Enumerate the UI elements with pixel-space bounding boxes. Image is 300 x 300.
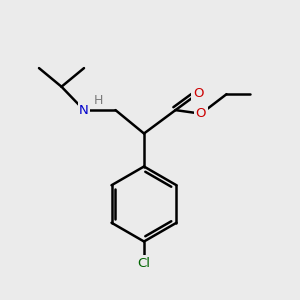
Text: O: O <box>193 87 203 100</box>
Text: H: H <box>94 94 103 107</box>
Text: Cl: Cl <box>137 256 151 270</box>
Text: N: N <box>79 103 89 117</box>
Text: O: O <box>196 107 206 120</box>
